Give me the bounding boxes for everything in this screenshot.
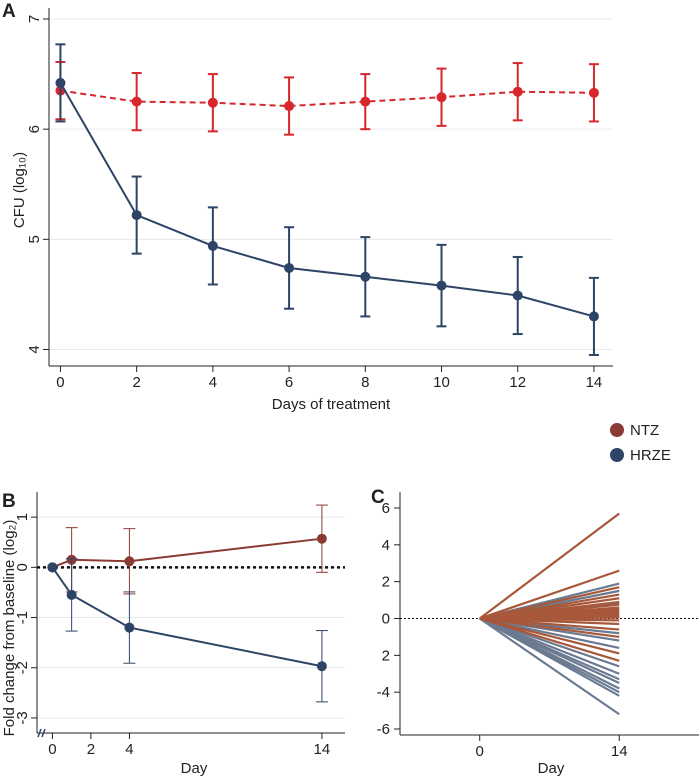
panel-b-x-tick-label: 14	[314, 741, 331, 758]
panel-c-subject-line-hrze	[479, 617, 620, 716]
panel-b-y-tick-label: -3	[14, 711, 31, 724]
panel-a-data-point	[131, 96, 142, 107]
legend-label-hrze: HRZE	[630, 447, 671, 464]
panel-c-y-tick-label: 4	[382, 537, 390, 554]
panel-c-chart: -6 -4 2 0 2 4 6 0 14 Day	[377, 492, 699, 777]
panel-c-subject-line-ntz	[479, 512, 620, 620]
panel-b-data-point	[124, 556, 135, 567]
panel-b-y-axis-title: Fold change from baseline (log₂)	[1, 520, 18, 737]
panel-a-x-tick-label: 10	[433, 374, 450, 391]
panel-a-chart: 4 5 6 7 0 2 4 6 8 10 12 14 Days of treatment CFU (l…	[11, 8, 613, 413]
panel-c-y-tick-label: 0	[382, 611, 390, 628]
panel-a-y-tick-label: 4	[26, 345, 43, 353]
panel-b-y-tick-label: 1	[14, 513, 31, 521]
panel-b-series	[47, 504, 328, 703]
panel-a-x-tick-label: 12	[509, 374, 526, 391]
panel-c-subject-line-ntz	[479, 617, 620, 639]
panel-c-x-tick-label: 0	[476, 743, 484, 760]
panel-b-y-tick-label: -2	[14, 661, 31, 674]
panel-b-series-line-0	[52, 537, 323, 569]
panel-b-x-tick-label: 2	[87, 741, 95, 758]
panel-a-x-tick-label: 0	[56, 374, 64, 391]
panel-a-data-point	[360, 271, 371, 282]
panel-a-x-tick-label: 8	[361, 374, 369, 391]
panel-c-subject-line-ntz	[479, 617, 620, 631]
panel-a-data-point	[588, 311, 599, 322]
panel-a-data-point	[436, 280, 447, 291]
panel-a-series-line-1	[59, 82, 595, 318]
panel-a-x-axis-title: Days of treatment	[272, 396, 391, 413]
panel-a-data-point	[436, 92, 447, 103]
panel-c-subject-line-ntz	[479, 586, 620, 620]
panel-c-subject-line-ntz	[479, 617, 620, 655]
panel-c-y-tick-label: -4	[377, 684, 390, 701]
legend-marker-ntz	[610, 423, 624, 437]
legend-label-ntz: NTZ	[630, 422, 659, 439]
panel-a-x-tick-label: 4	[209, 374, 217, 391]
panel-b-y-tick-label: 0	[14, 563, 31, 571]
panel-c-x-tick-label: 14	[611, 743, 628, 760]
panel-c-subject-line-hrze	[479, 617, 620, 697]
panel-b-letter: B	[2, 491, 16, 512]
panel-a-grid	[49, 18, 613, 350]
panel-b-data-point	[47, 562, 58, 573]
panel-b-x-tick-label: 4	[125, 741, 133, 758]
panel-c-series	[479, 512, 620, 716]
panel-a-y-tick-label: 6	[26, 125, 43, 133]
panel-b-data-point	[316, 661, 327, 672]
panel-c-y-tick-label: -6	[377, 721, 390, 738]
panel-a-x-tick-label: 2	[132, 374, 140, 391]
legend-marker-hrze	[610, 448, 624, 462]
panel-a-data-point	[207, 240, 218, 251]
panel-c-letter: C	[371, 487, 385, 508]
panel-a-series-line-0	[60, 89, 594, 108]
panel-a-data-point	[512, 290, 523, 301]
panel-a-data-point	[512, 86, 523, 97]
panel-b-series-line-1	[51, 566, 323, 668]
panel-c-y-tick-label: 2	[382, 574, 390, 591]
panel-a-series	[55, 43, 599, 356]
panel-c-x-axis-title: Day	[538, 760, 565, 777]
panel-b-grid	[37, 516, 345, 719]
panel-b-axis-break-icon	[37, 728, 46, 738]
panel-c-y-tick-label: 2	[382, 647, 390, 664]
panel-c-axes: -6 -4 2 0 2 4 6 0 14	[377, 492, 699, 760]
panel-b-data-point	[66, 589, 77, 600]
panel-a-y-axis-title: CFU (log₁₀)	[11, 152, 28, 228]
panel-a-data-point	[360, 96, 371, 107]
panel-a-x-tick-label: 14	[586, 374, 603, 391]
panel-c-y-tick-label: 6	[382, 500, 390, 517]
panel-a-y-tick-label: 5	[26, 235, 43, 243]
panel-b-x-axis-title: Day	[181, 760, 208, 777]
panel-b-x-tick-label: 0	[48, 741, 56, 758]
panel-a-data-point	[588, 87, 599, 98]
panel-b-data-point	[316, 533, 327, 544]
panel-a-data-point	[207, 97, 218, 108]
panel-b-data-point	[124, 622, 135, 633]
panel-a-data-point	[55, 77, 66, 88]
panel-a-y-tick-label: 7	[26, 15, 43, 23]
panel-a-data-point	[284, 262, 295, 273]
panel-a-axes: 4 5 6 7 0 2 4 6 8 10 12 14	[26, 8, 613, 391]
panel-a-data-point	[131, 210, 142, 221]
panel-b-axes: -3 -2 -1 0 1 0 2 4 14	[14, 492, 345, 758]
panel-a-x-tick-label: 6	[285, 374, 293, 391]
panel-a-data-point	[284, 101, 295, 112]
panel-b-chart: -3 -2 -1 0 1 0 2 4 14 Day Fold change from basel…	[1, 492, 345, 777]
panel-b-y-tick-label: -1	[14, 611, 31, 624]
legend: NTZ HRZE	[610, 422, 671, 464]
panel-c-subject-line-ntz	[479, 617, 620, 662]
panel-a-letter: A	[2, 1, 16, 22]
panel-c-subject-line-ntz	[479, 569, 620, 620]
